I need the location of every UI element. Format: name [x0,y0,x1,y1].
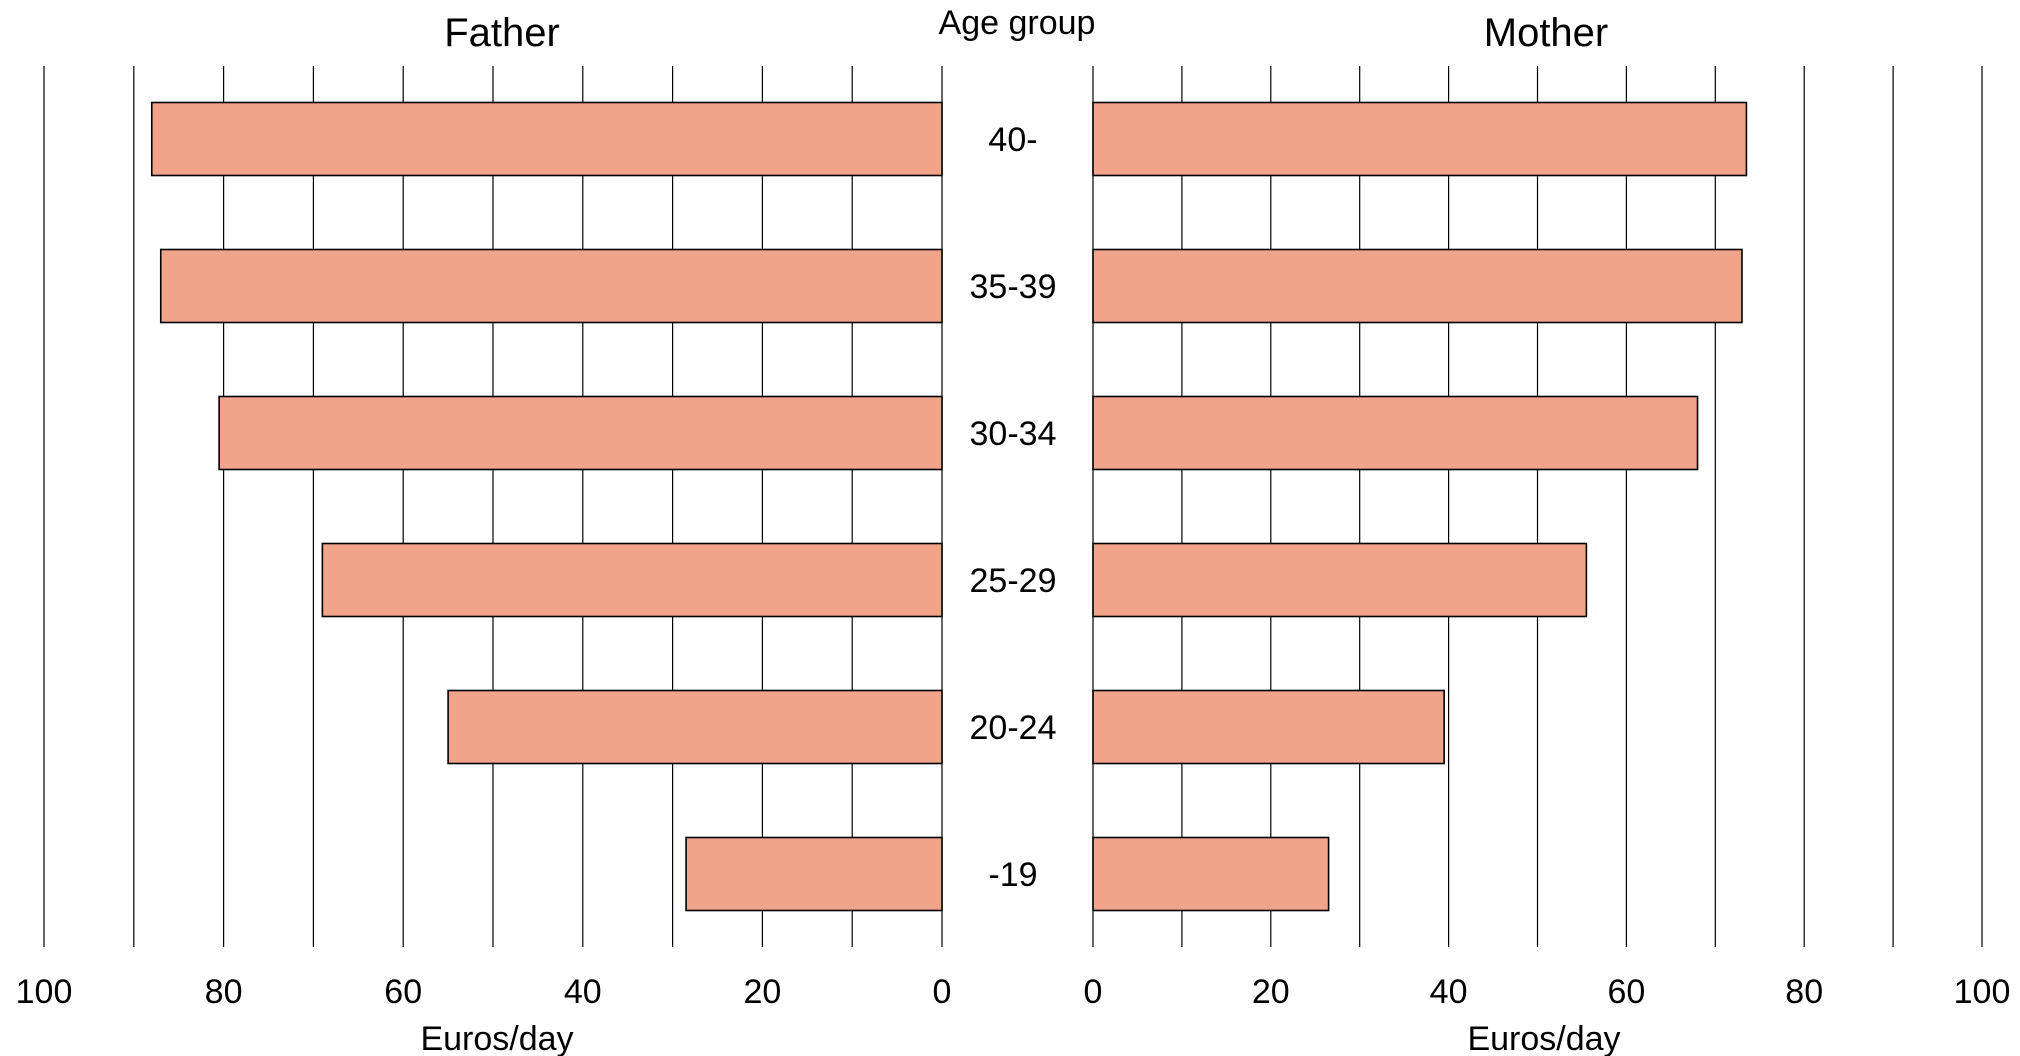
mother-tick-label: 60 [1607,973,1645,1011]
mother-bar [1092,395,1699,471]
category-label: 30-34 [970,415,1057,453]
mother-bar [1092,542,1588,618]
mother-bar [1092,248,1743,324]
mother-tick-label: 0 [1084,973,1103,1011]
father-bar [321,542,943,618]
father-series-title: Father [444,11,560,55]
father-tick-labels: 0 20 40 60 80 100 [16,973,952,1011]
father-tick-label: 100 [16,973,73,1011]
mother-tick-label: 40 [1430,973,1468,1011]
category-label: 40- [988,121,1037,159]
mother-tick-label: 80 [1785,973,1823,1011]
category-labels: 40- 35-39 30-34 25-29 20-24 -19 [970,121,1057,894]
father-bars [150,101,943,912]
father-tick-label: 80 [205,973,243,1011]
father-tick-label: 40 [564,973,602,1011]
center-axis-title: Age group [939,4,1096,42]
mother-series-title: Mother [1484,11,1609,55]
mother-tick-label: 100 [1954,973,2011,1011]
father-bar [685,836,943,912]
father-bar [150,101,943,177]
category-label: -19 [988,856,1037,894]
mother-tick-labels: 0 20 40 60 80 100 [1084,973,2011,1011]
father-bar [447,689,943,765]
father-x-axis-label: Euros/day [420,1020,573,1056]
father-bar [159,248,943,324]
category-label: 20-24 [970,709,1057,747]
mother-bar [1092,836,1330,912]
father-tick-label: 60 [384,973,422,1011]
father-tick-label: 0 [933,973,952,1011]
category-label: 35-39 [970,268,1057,306]
mother-bar [1092,689,1445,765]
mother-gridlines [1092,66,1983,947]
mother-bar [1092,101,1748,177]
mother-x-axis-label: Euros/day [1467,1020,1620,1056]
father-bar [218,395,943,471]
mother-bars [1092,101,1748,912]
category-label: 25-29 [970,562,1057,600]
father-tick-label: 20 [743,973,781,1011]
father-gridlines [43,66,943,947]
mother-tick-label: 20 [1252,973,1290,1011]
